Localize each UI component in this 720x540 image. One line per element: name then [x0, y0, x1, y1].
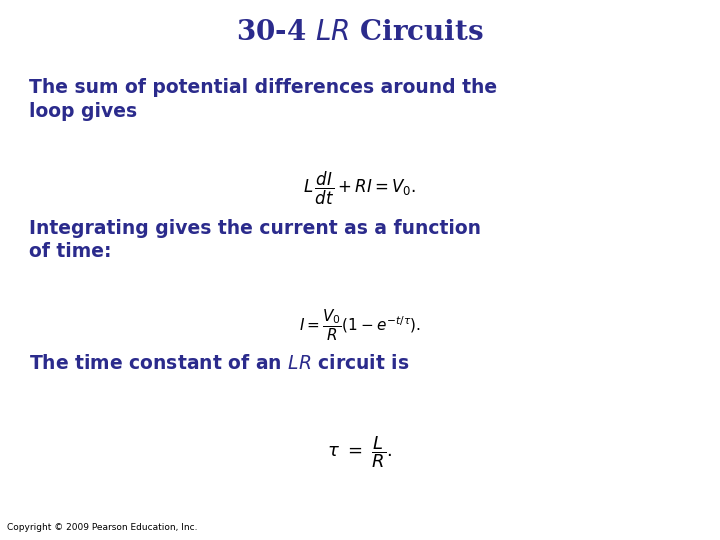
Text: $I = \dfrac{V_0}{R}(1 - e^{-t/\tau}).$: $I = \dfrac{V_0}{R}(1 - e^{-t/\tau}).$	[299, 308, 421, 343]
Text: Integrating gives the current as a function
of time:: Integrating gives the current as a funct…	[29, 219, 481, 261]
Text: Copyright © 2009 Pearson Education, Inc.: Copyright © 2009 Pearson Education, Inc.	[7, 523, 198, 532]
Text: The sum of potential differences around the
loop gives: The sum of potential differences around …	[29, 78, 497, 121]
Text: 30-4 $LR$ Circuits: 30-4 $LR$ Circuits	[236, 19, 484, 46]
Text: $\tau \ = \ \dfrac{L}{R}.$: $\tau \ = \ \dfrac{L}{R}.$	[328, 435, 392, 470]
Text: The time constant of an $LR$ circuit is: The time constant of an $LR$ circuit is	[29, 354, 409, 373]
Text: $L\,\dfrac{dI}{dt} + RI = V_0.$: $L\,\dfrac{dI}{dt} + RI = V_0.$	[303, 170, 417, 207]
